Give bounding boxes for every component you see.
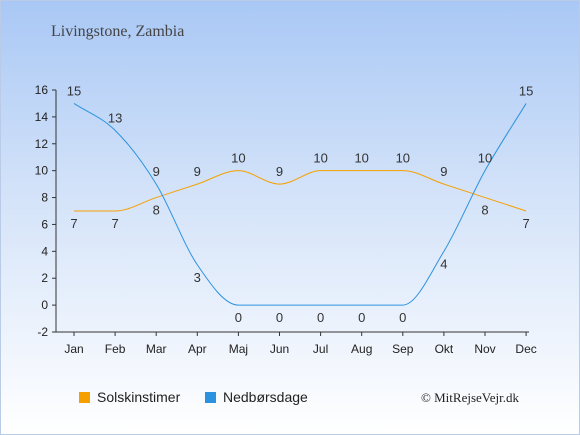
data-label-rain-days: 0 bbox=[399, 310, 406, 325]
data-label-rain-days: 13 bbox=[108, 110, 122, 125]
data-label-sunshine: 10 bbox=[313, 151, 327, 166]
data-label-rain-days: 3 bbox=[194, 270, 201, 285]
y-tick-label: 4 bbox=[41, 244, 48, 258]
x-tick-label: Mar bbox=[146, 342, 167, 356]
y-tick-label: 16 bbox=[35, 83, 49, 97]
x-tick-label: Maj bbox=[229, 342, 248, 356]
chart-title: Livingstone, Zambia bbox=[51, 23, 185, 40]
y-tick-label: 6 bbox=[41, 217, 48, 231]
x-tick-label: Dec bbox=[515, 342, 536, 356]
legend-item-sunshine: Solskinstimer bbox=[79, 389, 180, 405]
y-tick-label: 8 bbox=[41, 191, 48, 205]
x-tick-label: Aug bbox=[351, 342, 372, 356]
data-label-sunshine: 9 bbox=[194, 164, 201, 179]
legend-swatch-sunshine bbox=[79, 391, 90, 403]
y-tick-label: 12 bbox=[35, 137, 49, 151]
y-tick-label: 2 bbox=[41, 271, 48, 285]
data-label-sunshine: 7 bbox=[522, 216, 529, 231]
legend-item-rain-days: Nedbørsdage bbox=[205, 389, 308, 405]
data-label-rain-days: 0 bbox=[276, 310, 283, 325]
x-tick-label: Sep bbox=[392, 342, 414, 356]
data-label-sunshine: 9 bbox=[276, 164, 283, 179]
data-label-rain-days: 0 bbox=[358, 310, 365, 325]
data-label-sunshine: 10 bbox=[231, 151, 245, 166]
x-tick-label: Jun bbox=[270, 342, 289, 356]
data-label-rain-days: 0 bbox=[317, 310, 324, 325]
y-tick-label: -2 bbox=[37, 325, 48, 339]
y-tick-label: 14 bbox=[35, 110, 49, 124]
y-tick-label: 0 bbox=[41, 298, 48, 312]
legend-label-rain-days: Nedbørsdage bbox=[223, 389, 308, 405]
data-label-rain-days: 15 bbox=[67, 83, 81, 98]
data-label-sunshine: 7 bbox=[111, 216, 118, 231]
data-label-sunshine: 7 bbox=[70, 216, 77, 231]
x-tick-label: Feb bbox=[105, 342, 126, 356]
legend-label-sunshine: Solskinstimer bbox=[97, 389, 181, 405]
data-label-rain-days: 0 bbox=[235, 310, 242, 325]
x-tick-label: Jul bbox=[313, 342, 328, 356]
legend-swatch-rain-days bbox=[205, 391, 216, 403]
y-tick-label: 10 bbox=[35, 164, 49, 178]
data-label-rain-days: 15 bbox=[519, 83, 533, 98]
copyright-text: © MitRejseVejr.dk bbox=[421, 390, 519, 405]
data-label-sunshine: 9 bbox=[440, 164, 447, 179]
x-tick-label: Okt bbox=[435, 342, 454, 356]
x-tick-label: Apr bbox=[188, 342, 207, 356]
x-tick-label: Nov bbox=[474, 342, 495, 356]
data-label-sunshine: 8 bbox=[153, 203, 160, 218]
data-label-sunshine: 10 bbox=[396, 151, 410, 166]
data-label-rain-days: 9 bbox=[153, 164, 160, 179]
data-label-sunshine: 8 bbox=[481, 203, 488, 218]
series-line-rain-days bbox=[73, 103, 527, 306]
series-line-sunshine bbox=[73, 170, 527, 212]
x-tick-label: Jan bbox=[64, 342, 83, 356]
data-label-sunshine: 10 bbox=[354, 151, 368, 166]
data-label-rain-days: 4 bbox=[440, 256, 447, 271]
data-label-rain-days: 10 bbox=[478, 151, 492, 166]
